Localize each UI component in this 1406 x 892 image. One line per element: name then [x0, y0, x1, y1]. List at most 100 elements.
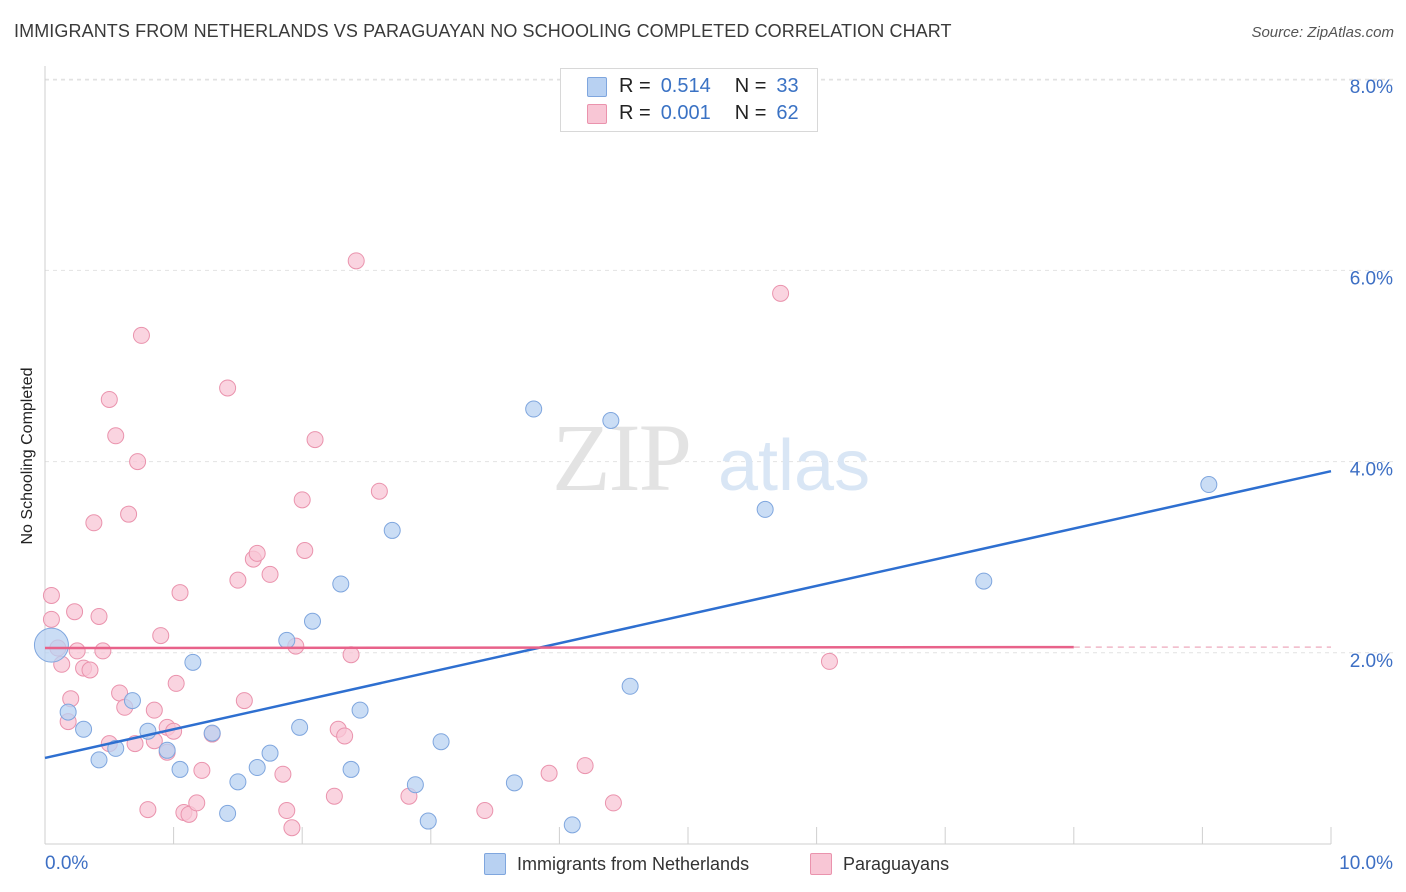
- data-point: [325, 787, 343, 805]
- data-point: [184, 653, 202, 671]
- source-credit: Source: ZipAtlas.com: [1251, 24, 1394, 41]
- data-point: [90, 751, 108, 769]
- data-point: [158, 741, 176, 759]
- data-point: [33, 627, 69, 663]
- gridlines: [45, 78, 1393, 654]
- data-point: [563, 816, 581, 834]
- correlation-legend: R = 0.514 N = 33 R = 0.001 N = 62: [560, 68, 818, 132]
- data-point: [540, 764, 558, 782]
- data-point: [296, 542, 314, 560]
- legend-n-value: 33: [776, 74, 799, 97]
- data-point: [139, 801, 157, 819]
- data-point: [576, 757, 594, 775]
- data-point: [261, 565, 279, 583]
- legend-n-value: 62: [776, 101, 799, 124]
- data-point: [94, 642, 112, 660]
- data-point: [129, 453, 147, 471]
- data-point: [85, 514, 103, 532]
- data-point: [81, 661, 99, 679]
- axes: [44, 66, 1332, 845]
- data-point: [229, 773, 247, 791]
- watermark: ZIP atlas: [552, 404, 870, 511]
- data-point: [66, 603, 84, 621]
- x-tick-label: 0.0%: [45, 853, 88, 874]
- legend-r-value: 0.001: [660, 101, 711, 124]
- data-point: [370, 482, 388, 500]
- data-point: [432, 733, 450, 751]
- data-point: [351, 701, 369, 719]
- tick-labels: 2.0% 4.0% 6.0% 8.0% 0.0% 10.0%: [45, 77, 1393, 874]
- data-point: [132, 326, 150, 344]
- data-point: [293, 491, 311, 509]
- x-tick-label: 10.0%: [1339, 853, 1393, 874]
- data-point: [604, 794, 622, 812]
- legend-r-label: R =: [619, 101, 651, 124]
- watermark-atlas: atlas: [718, 426, 870, 506]
- data-point: [171, 584, 189, 602]
- watermark-zip: ZIP: [552, 404, 690, 511]
- bottom-legend-label: Paraguayans: [843, 853, 950, 874]
- data-point: [235, 692, 253, 710]
- data-point: [152, 627, 170, 645]
- legend-row-netherlands: R = 0.514 N = 33: [587, 74, 799, 98]
- data-point: [193, 761, 211, 779]
- data-point: [145, 701, 163, 719]
- data-point: [406, 776, 424, 794]
- bottom-legend-paraguayans: Paraguayans: [810, 852, 949, 876]
- data-point: [383, 521, 401, 539]
- data-point: [283, 819, 301, 837]
- data-point: [123, 692, 141, 710]
- data-point: [42, 610, 60, 628]
- legend-swatch-blue: [587, 77, 607, 97]
- data-point: [120, 505, 138, 523]
- data-point: [219, 379, 237, 397]
- data-point: [248, 759, 266, 777]
- data-point: [167, 674, 185, 692]
- data-point: [171, 760, 189, 778]
- legend-swatch-pink: [587, 104, 607, 124]
- bottom-legend-netherlands: Immigrants from Netherlands: [484, 852, 749, 876]
- data-point: [621, 677, 639, 695]
- data-point: [476, 802, 494, 820]
- data-point: [274, 765, 292, 783]
- data-point: [100, 390, 118, 408]
- trendline-paraguayans: [44, 645, 1074, 650]
- data-point: [975, 572, 993, 590]
- bottom-swatch-pink: [810, 853, 832, 875]
- data-point: [278, 802, 296, 820]
- y-tick-label: 6.0%: [1350, 268, 1393, 289]
- data-point: [261, 744, 279, 762]
- data-point: [419, 812, 437, 830]
- data-point: [90, 607, 108, 625]
- data-point: [291, 718, 309, 736]
- data-point: [306, 431, 324, 449]
- data-point: [820, 652, 838, 670]
- trendline-netherlands: [44, 469, 1332, 760]
- legend-n-label: N =: [734, 74, 767, 97]
- data-point: [332, 575, 350, 593]
- data-point: [75, 720, 93, 738]
- data-point: [107, 739, 125, 757]
- legend-n-label: N =: [734, 101, 767, 124]
- chart-title: IMMIGRANTS FROM NETHERLANDS VS PARAGUAYA…: [14, 21, 952, 41]
- data-point: [602, 411, 620, 429]
- y-tick-label: 4.0%: [1350, 460, 1393, 481]
- data-point: [756, 500, 774, 518]
- data-point: [107, 427, 125, 445]
- data-point: [303, 612, 321, 630]
- data-point: [42, 586, 60, 604]
- netherlands-points: [33, 400, 1218, 834]
- data-point: [219, 804, 237, 822]
- data-point: [229, 571, 247, 589]
- y-tick-label: 8.0%: [1350, 77, 1393, 98]
- legend-row-paraguayans: R = 0.001 N = 62: [587, 101, 799, 125]
- trendlines: [44, 469, 1332, 760]
- data-point: [1200, 476, 1218, 494]
- legend-r-value: 0.514: [660, 74, 711, 97]
- data-point: [342, 760, 360, 778]
- paraguayans-points: [42, 252, 838, 837]
- y-tick-label: 2.0%: [1350, 651, 1393, 672]
- data-point: [525, 400, 543, 418]
- data-point: [188, 794, 206, 812]
